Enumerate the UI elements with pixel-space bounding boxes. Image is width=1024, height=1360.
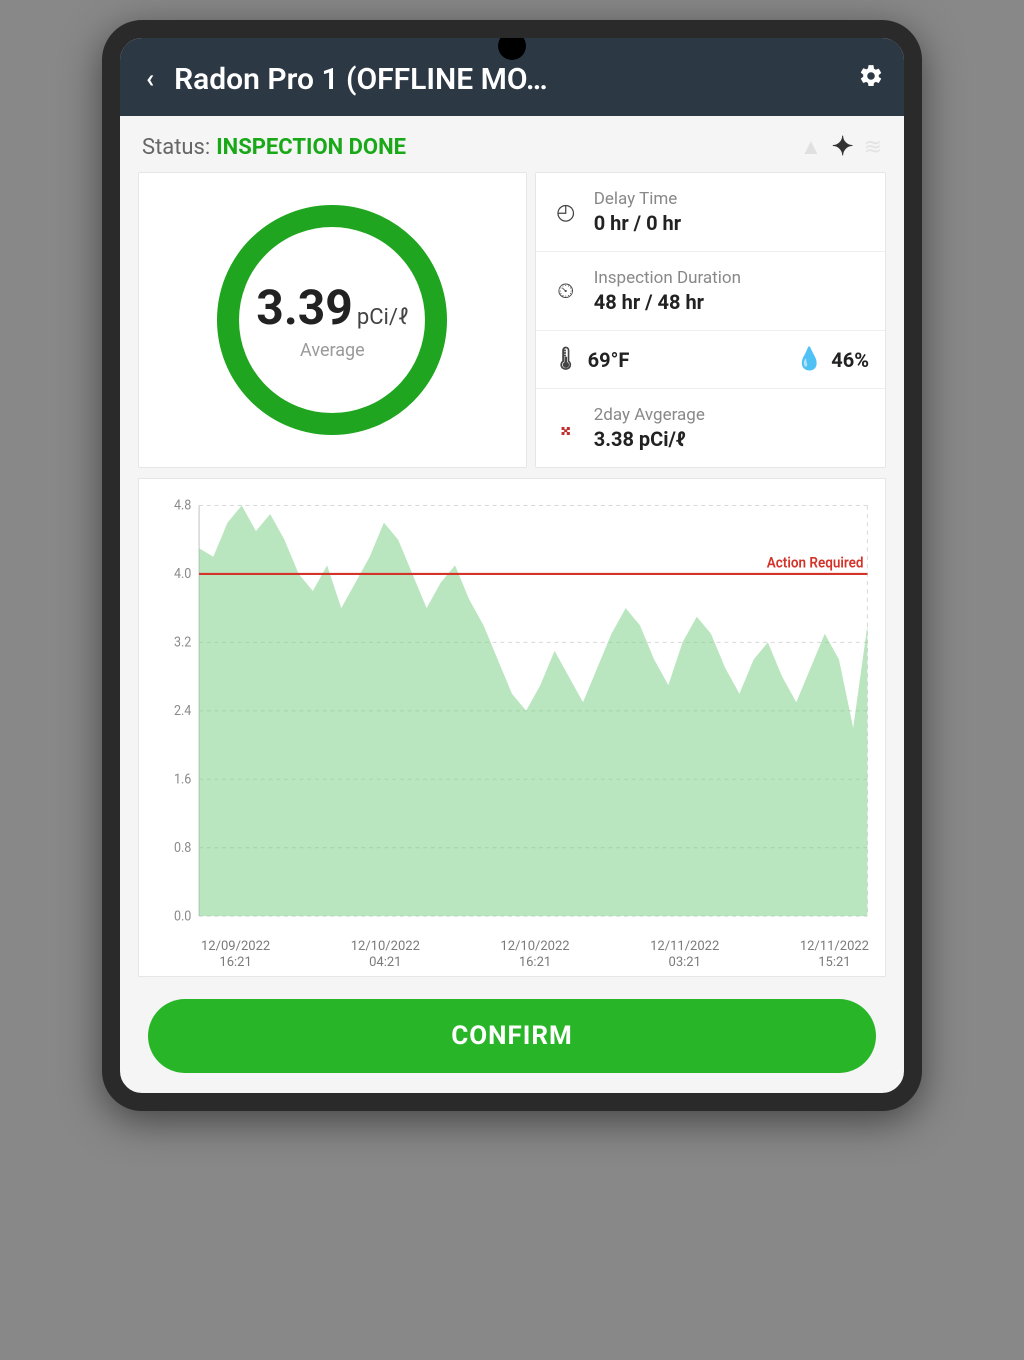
page-title: Radon Pro 1 (OFFLINE MO… <box>174 62 844 97</box>
svg-text:4.0: 4.0 <box>174 567 191 583</box>
gauge-sublabel: Average <box>300 340 365 361</box>
chart-panel: 0.0 0.8 1.6 2.4 3.2 4.0 4.8 Action Required 12/… <box>138 478 886 977</box>
gauge-value: 3.39 <box>256 279 353 336</box>
chart-x-tick: 12/10/2022 16:21 <box>500 939 569 972</box>
chart-x-tick: 12/11/2022 15:21 <box>800 939 869 972</box>
status-row: Status: INSPECTION DONE ▲ ✦ ≋ <box>120 116 904 172</box>
chart-x-tick: 12/09/2022 16:21 <box>201 939 270 972</box>
chart-x-tick: 12/11/2022 03:21 <box>650 939 719 972</box>
svg-text:3.2: 3.2 <box>174 635 191 651</box>
metric-environment: 🌡 69°F 💧 46% <box>536 331 885 389</box>
status-value: INSPECTION DONE <box>216 135 406 160</box>
metric-delay: ◴ Delay Time 0 hr / 0 hr <box>536 173 885 252</box>
delay-value: 0 hr / 0 hr <box>594 211 681 235</box>
duration-label: Inspection Duration <box>594 268 741 288</box>
svg-text:1.6: 1.6 <box>174 772 191 788</box>
stopwatch-icon: ⏲ <box>552 279 580 304</box>
thermometer-icon: 🌡 <box>552 347 580 372</box>
svg-text:2.4: 2.4 <box>174 704 192 720</box>
humidity-icon: 💧 <box>796 347 823 372</box>
duration-value: 48 hr / 48 hr <box>594 290 741 314</box>
chart-x-tick: 12/10/2022 04:21 <box>351 939 420 972</box>
temperature-value: 69°F <box>588 348 630 372</box>
svg-text:0.0: 0.0 <box>174 909 191 925</box>
delay-label: Delay Time <box>594 189 681 209</box>
gauge-unit: pCi/ℓ <box>357 305 409 330</box>
radon-chart[interactable]: 0.0 0.8 1.6 2.4 3.2 4.0 4.8 Action Required <box>145 495 879 935</box>
camera-notch <box>498 32 526 60</box>
two-day-label: 2day Avgerage <box>594 405 705 425</box>
settings-button[interactable] <box>858 63 884 96</box>
chart-x-axis: 12/09/2022 16:21 12/10/2022 04:21 12/10/20… <box>145 935 879 972</box>
back-button[interactable]: ‹ <box>140 60 160 98</box>
pulse-icon: 𝄪 <box>552 416 580 441</box>
humidity-value: 46% <box>831 348 869 372</box>
gauge-panel: 3.39 pCi/ℓ Average <box>138 172 527 468</box>
metric-duration: ⏲ Inspection Duration 48 hr / 48 hr <box>536 252 885 331</box>
gear-icon <box>858 63 884 89</box>
waves-icon: ≋ <box>864 135 882 160</box>
bluetooth-icon: ✦ <box>832 132 854 162</box>
metrics-panel: ◴ Delay Time 0 hr / 0 hr ⏲ Inspection Du… <box>535 172 886 468</box>
confirm-button[interactable]: CONFIRM <box>148 999 876 1073</box>
two-day-value: 3.38 pCi/ℓ <box>594 427 705 451</box>
radon-gauge: 3.39 pCi/ℓ Average <box>217 205 447 435</box>
svg-text:4.8: 4.8 <box>174 498 191 514</box>
status-label: Status: <box>142 135 210 160</box>
metric-two-day: 𝄪 2day Avgerage 3.38 pCi/ℓ <box>536 389 885 467</box>
svg-text:0.8: 0.8 <box>174 840 191 856</box>
wifi-icon: ▲ <box>800 134 822 160</box>
clock-icon: ◴ <box>552 200 580 225</box>
svg-text:Action Required: Action Required <box>767 555 864 572</box>
